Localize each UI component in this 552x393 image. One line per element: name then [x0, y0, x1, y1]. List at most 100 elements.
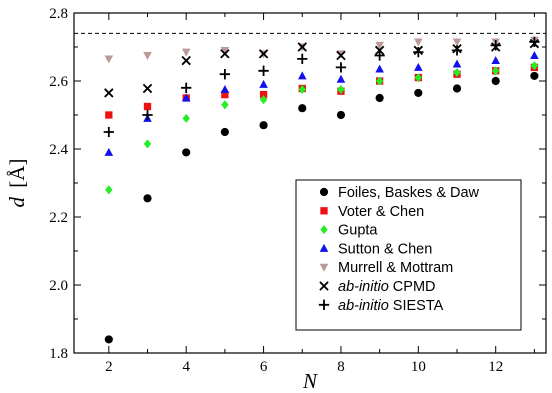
axis-ticks: 2 4 6 8 10 12 1.8 2.0 2.2 2.4 2.6 2.8: [49, 6, 546, 375]
data-point: [221, 90, 229, 99]
data-point: [414, 73, 422, 83]
data-point: [143, 194, 152, 203]
data-point: [103, 126, 114, 138]
legend-label-italic: ab-initio: [338, 279, 389, 295]
data-point: [259, 121, 268, 130]
data-point: [375, 64, 384, 73]
data-point: [105, 111, 113, 119]
legend-marker: [320, 207, 328, 215]
legend-label-italic: ab-initio: [338, 298, 389, 314]
series-5: [104, 38, 540, 98]
data-point: [220, 49, 230, 59]
series-2: [105, 61, 539, 195]
data-point: [374, 50, 385, 61]
y-tick-label: 2.2: [49, 210, 68, 226]
data-point: [258, 49, 269, 59]
y-tick-label: 1.8: [49, 346, 68, 362]
data-point: [297, 71, 307, 80]
data-point: [530, 50, 539, 59]
y-axis-label: d [Å]: [5, 159, 29, 208]
data-point: [452, 59, 462, 68]
legend-marker: [319, 281, 329, 291]
legend-label: Murrell & Mottram: [338, 260, 453, 276]
legend-box: [295, 179, 522, 331]
legend-marker: [319, 243, 329, 252]
y-axis-unit: [Å]: [5, 159, 29, 188]
data-point: [259, 90, 268, 99]
data-point: [375, 76, 384, 86]
x-axis-label: N: [302, 369, 318, 393]
x-tick-label: 6: [260, 359, 268, 375]
legend-label-text: Voter & Chen: [338, 204, 424, 220]
data-point: [375, 93, 384, 103]
data-point: [221, 100, 229, 110]
y-tick-label: 2.4: [49, 142, 68, 158]
y-tick-label: 2.8: [49, 6, 68, 22]
data-point: [104, 88, 114, 98]
data-point: [375, 41, 384, 50]
data-point: [220, 127, 229, 137]
data-point: [220, 46, 230, 55]
data-point: [181, 82, 192, 93]
data-point: [451, 45, 463, 56]
data-point: [259, 79, 268, 88]
data-point: [259, 95, 268, 105]
x-tick-label: 12: [488, 359, 503, 375]
data-point: [142, 83, 153, 94]
data-points: [103, 36, 540, 344]
legend-label-text: SIESTA: [389, 298, 444, 314]
data-point: [414, 88, 423, 97]
data-point: [452, 38, 462, 47]
data-point: [143, 52, 152, 61]
legend-label-text: Gupta: [338, 223, 378, 239]
legend-label-text: Sutton & Chen: [338, 241, 432, 257]
series-3: [104, 50, 539, 156]
data-point: [530, 61, 539, 71]
series-0: [104, 71, 539, 344]
data-point: [181, 48, 191, 57]
legend-label: Foiles, Baskes & Daw: [338, 185, 480, 201]
data-point: [336, 74, 346, 83]
x-tick-label: 4: [182, 359, 190, 375]
series-4: [104, 36, 539, 64]
x-tick-label: 10: [411, 359, 426, 375]
y-tick-label: 2.6: [49, 74, 68, 90]
data-point: [414, 62, 423, 71]
data-point: [298, 104, 307, 113]
series-1: [105, 63, 539, 119]
data-point: [297, 53, 308, 65]
data-point: [298, 84, 306, 95]
data-point: [337, 84, 345, 95]
data-point: [452, 84, 462, 93]
data-point: [105, 185, 113, 195]
data-point: [143, 139, 152, 149]
data-point: [336, 110, 346, 120]
y-tick-label: 2.0: [49, 278, 68, 294]
data-point: [104, 55, 114, 64]
x-tick-label: 2: [105, 359, 113, 375]
data-point: [335, 62, 347, 73]
data-point: [336, 50, 346, 61]
legend-marker: [319, 187, 329, 197]
legend-label: Voter & Chen: [338, 204, 424, 220]
legend-label-text: Murrell & Mottram: [338, 260, 453, 276]
data-point: [182, 113, 190, 123]
legend-label: ab-initio CPMD: [338, 279, 436, 295]
legend: Foiles, Baskes & Daw Voter & Chen Gupta Sut…: [295, 179, 522, 331]
data-point: [258, 65, 269, 76]
data-point: [491, 76, 500, 86]
data-point: [104, 335, 113, 344]
legend-label-text: CPMD: [389, 279, 436, 295]
legend-label: Gupta: [338, 223, 378, 239]
y-axis-variable: d: [5, 196, 29, 207]
data-point: [490, 40, 501, 51]
legend-label: ab-initio SIESTA: [338, 298, 444, 314]
legend-label-text: Foiles, Baskes & Daw: [338, 185, 480, 201]
data-point: [219, 69, 231, 80]
data-point: [492, 66, 500, 76]
data-point: [297, 42, 307, 52]
data-point: [142, 109, 153, 121]
legend-label: Sutton & Chen: [338, 241, 432, 257]
data-point: [181, 55, 191, 66]
